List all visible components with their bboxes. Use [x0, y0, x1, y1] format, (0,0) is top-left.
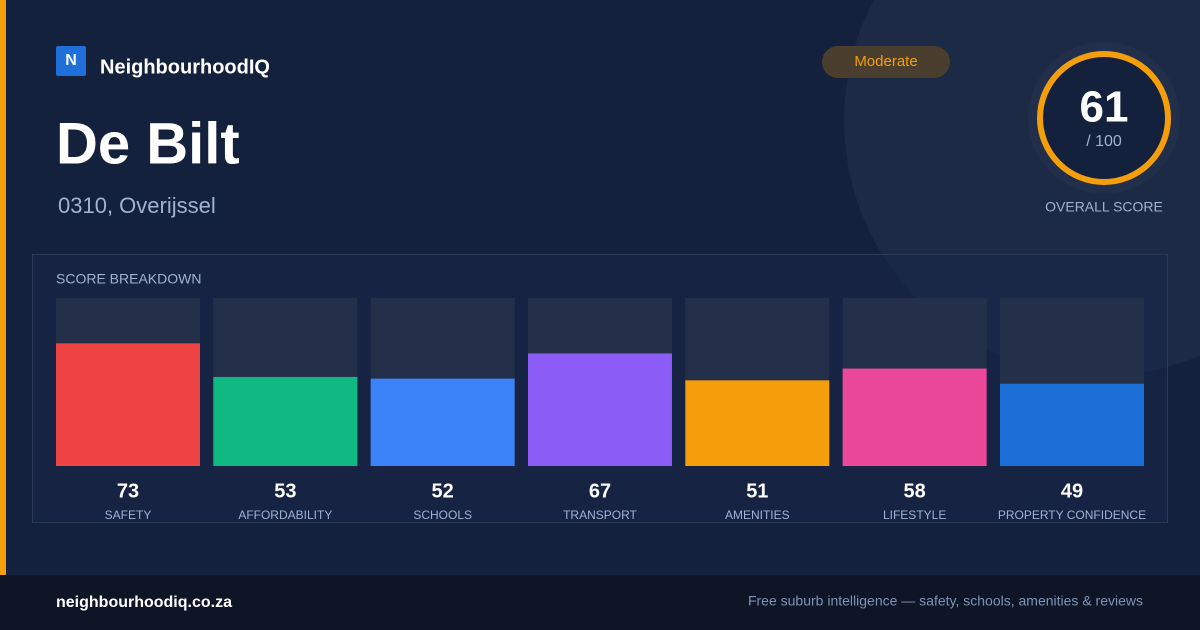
bar — [370, 378, 515, 466]
value-label: 52 — [432, 480, 454, 502]
category-label: SCHOOLS — [413, 508, 472, 522]
category-label: TRANSPORT — [563, 508, 637, 522]
badge-text: Moderate — [854, 53, 917, 70]
category-label: AMENITIES — [725, 508, 790, 522]
subtitle: 0310, Overijssel — [58, 193, 216, 218]
bar — [213, 376, 358, 466]
value-label: 58 — [904, 480, 926, 502]
bar — [56, 343, 200, 466]
footer-site: neighbourhoodiq.co.za — [56, 594, 232, 611]
logo-letter: N — [65, 52, 77, 69]
value-label: 51 — [746, 480, 768, 502]
category-label: AFFORDABILITY — [238, 508, 332, 522]
bar — [999, 383, 1144, 466]
value-label: 73 — [117, 480, 139, 502]
bar — [685, 380, 830, 466]
value-label: 49 — [1061, 480, 1083, 502]
badge — [822, 46, 950, 78]
breakdown-title: SCORE BREAKDOWN — [56, 271, 201, 287]
category-label: LIFESTYLE — [883, 508, 946, 522]
score-ring — [1037, 51, 1171, 185]
score-max: / 100 — [1086, 133, 1122, 150]
value-label: 67 — [589, 480, 611, 502]
accent-stripe — [0, 0, 6, 575]
bar — [527, 353, 672, 466]
brand-name: NeighbourhoodIQ — [100, 56, 270, 78]
footer-tagline: Free suburb intelligence — safety, schoo… — [748, 593, 1143, 609]
bar — [842, 368, 987, 466]
score-value: 61 — [1080, 83, 1129, 132]
category-label: SAFETY — [105, 508, 152, 522]
value-label: 53 — [274, 480, 296, 502]
title: De Bilt — [56, 111, 240, 176]
logo — [56, 46, 86, 76]
score-label: OVERALL SCORE — [1045, 199, 1163, 215]
category-label: PROPERTY CONFIDENCE — [998, 508, 1146, 522]
footer — [0, 575, 1200, 630]
